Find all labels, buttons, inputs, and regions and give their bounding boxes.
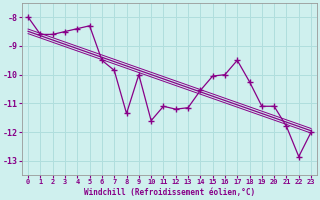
X-axis label: Windchill (Refroidissement éolien,°C): Windchill (Refroidissement éolien,°C) xyxy=(84,188,255,197)
